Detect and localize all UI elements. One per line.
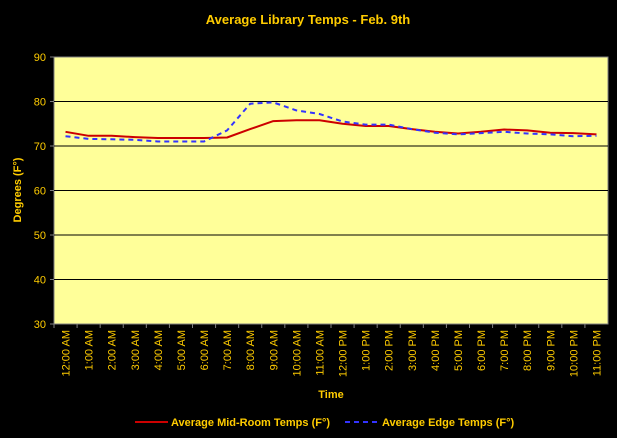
y-tick-label: 30 [34,319,46,331]
x-tick-label: 2:00 PM [384,330,396,371]
x-tick-label: 4:00 PM [430,330,442,371]
x-tick-label: 1:00 AM [84,330,96,370]
x-tick-label: 7:00 AM [222,330,234,370]
x-tick-label: 1:00 PM [361,330,373,371]
x-tick-label: 12:00 AM [61,330,73,376]
x-tick-label: 4:00 AM [153,330,165,370]
y-tick-label: 90 [34,52,46,64]
y-axis-label: Degrees (F°) [12,157,24,222]
x-tick-label: 7:00 PM [499,330,511,371]
x-tick-label: 5:00 PM [453,330,465,371]
x-tick-label: 11:00 AM [314,330,326,376]
x-tick-label: 8:00 PM [522,330,534,371]
series-line-edge [65,101,597,143]
x-tick-label: 5:00 AM [176,330,188,370]
x-tick-label: 3:00 AM [130,330,142,370]
chart-title: Average Library Temps - Feb. 9th [206,12,411,27]
legend-label-edge: Average Edge Temps (F°) [382,417,514,429]
x-tick-label: 11:00 PM [591,330,603,376]
gridlines [54,101,608,280]
series-lines [65,101,597,143]
legend: Average Mid-Room Temps (F°) Average Edge… [135,417,514,429]
x-tick-label: 12:00 PM [338,330,350,377]
y-tick-label: 40 [34,275,46,287]
x-tick-label: 8:00 AM [245,330,257,370]
series-line-mid-room [65,119,597,139]
y-axis-ticks: 30 40 50 60 70 80 90 [34,52,54,331]
x-axis-label: Time [318,389,343,401]
x-tick-label: 2:00 AM [107,330,119,370]
x-tick-label: 10:00 PM [568,330,580,377]
y-tick-label: 60 [34,186,46,198]
y-tick-label: 70 [34,141,46,153]
x-tick-label: 6:00 PM [476,330,488,371]
x-tick-label: 6:00 AM [199,330,211,370]
x-tick-label: 9:00 PM [545,330,557,371]
x-tick-label: 9:00 AM [268,330,280,370]
legend-label-mid-room: Average Mid-Room Temps (F°) [171,417,330,429]
y-tick-label: 80 [34,97,46,109]
x-axis-ticks: 12:00 AM 1:00 AM 2:00 AM 3:00 AM 4:00 AM 5:00… [53,324,603,377]
x-tick-label: 3:00 PM [407,330,419,371]
x-tick-label: 10:00 AM [291,330,303,376]
y-tick-label: 50 [34,230,46,242]
